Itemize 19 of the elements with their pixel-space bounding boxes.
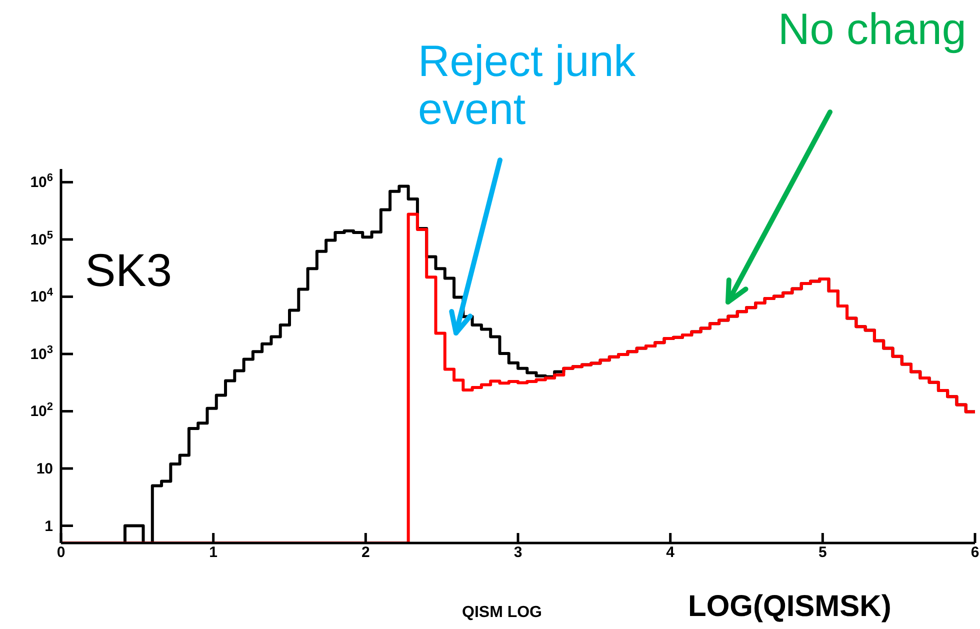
y-tick-label: 10$^{5}$ bbox=[30, 229, 53, 248]
y-tick-label: 10$^{6}$ bbox=[30, 172, 53, 192]
y-tick-label: 1 bbox=[44, 518, 53, 535]
x-axis-title: LOG(QISMSK) bbox=[688, 590, 892, 624]
y-tick-label: 10$^{4}$ bbox=[30, 286, 54, 306]
x-tick-label: 1 bbox=[209, 544, 218, 561]
x-tick-label: 5 bbox=[818, 544, 827, 561]
annotation: SK3 bbox=[85, 244, 172, 296]
y-tick-label: 10 bbox=[36, 460, 53, 478]
x-tick-label: 6 bbox=[970, 544, 980, 561]
y-tick-label: 10$^{3}$ bbox=[30, 344, 53, 363]
text: Reject junk event bbox=[418, 37, 637, 135]
text: QISM LOG bbox=[462, 604, 542, 622]
x-tick-label: 3 bbox=[514, 544, 522, 561]
x-tick-label: 4 bbox=[666, 544, 676, 561]
y-tick-label: 10$^{2}$ bbox=[30, 401, 53, 420]
x-tick-label: 2 bbox=[361, 544, 370, 561]
x-tick-label: 0 bbox=[56, 544, 66, 561]
text: No chang bbox=[778, 5, 968, 54]
